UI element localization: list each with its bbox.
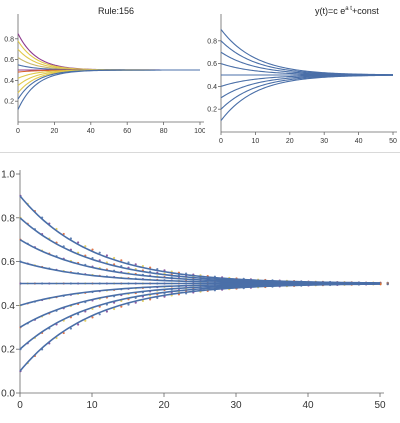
y-tick-label: 0.4	[207, 84, 217, 91]
x-tick-label: 30	[230, 400, 242, 411]
y-tick-label: 0.6	[4, 57, 14, 64]
y-tick-label: 0.8	[1, 213, 15, 224]
series-line	[19, 195, 381, 284]
data-point	[69, 237, 72, 240]
data-point	[77, 241, 80, 244]
data-point	[113, 256, 116, 260]
divider	[0, 152, 400, 153]
data-point	[120, 305, 123, 308]
y-tick-label: 0.6	[207, 61, 217, 68]
x-tick-label: 40	[87, 128, 95, 135]
series-line	[17, 69, 200, 100]
x-tick-label: 50	[389, 138, 397, 145]
series-line	[220, 74, 394, 121]
y-tick-label: 1.0	[1, 170, 15, 181]
data-point	[91, 316, 94, 319]
chart-rule-156: Rule:156 0 20 40 60 80 100 0.2 0.4 0.6 0.8	[0, 0, 206, 150]
chart-title-tail: +const	[351, 6, 379, 16]
x-tick-label: 20	[51, 128, 59, 135]
data-point	[105, 254, 108, 257]
data-point	[134, 263, 137, 266]
x-tick-label: 0	[16, 128, 20, 135]
y-tick-label: 0.8	[4, 36, 14, 43]
chart-combined-comparison-svg: 0 10 20 30 40 50 0.0 0.2 0.4 0.6 0.8 1.0	[1, 170, 389, 411]
data-point	[91, 248, 94, 251]
y-tick-label: 0.2	[1, 345, 15, 356]
x-tick-label: 100	[194, 128, 205, 135]
x-tick-label: 50	[374, 400, 386, 411]
data-point	[84, 245, 87, 248]
chart-title: Rule:156	[98, 6, 135, 16]
data-point	[105, 310, 108, 313]
x-tick-label: 10	[252, 138, 260, 145]
x-tick-label: 80	[160, 128, 168, 135]
x-tick-label: 0	[17, 400, 23, 411]
chart-title-main: y(t)=c e	[315, 6, 346, 16]
y-tick-label: 0.4	[4, 78, 14, 85]
data-point	[77, 323, 80, 326]
series-line	[220, 29, 394, 76]
x-tick-label: 20	[158, 400, 170, 411]
data-point	[141, 299, 144, 303]
data-point	[98, 251, 101, 254]
data-point	[69, 327, 72, 330]
chart-combined-comparison: 0 10 20 30 40 50 0.0 0.2 0.4 0.6 0.8 1.0	[0, 160, 400, 418]
series-line	[17, 33, 200, 71]
data-point	[386, 283, 389, 286]
data-point	[113, 307, 116, 311]
data-point	[141, 264, 144, 268]
x-tick-label: 60	[123, 128, 131, 135]
x-tick-label: 40	[355, 138, 363, 145]
x-tick-label: 40	[302, 400, 314, 411]
data-point	[127, 303, 130, 306]
data-point	[134, 301, 137, 304]
x-tick-label: 20	[286, 138, 294, 145]
y-tick-label: 0.2	[207, 107, 217, 114]
chart-title: y(t)=c ea t+const	[315, 6, 379, 16]
y-tick-label: 0.8	[207, 38, 217, 45]
chart-rule-156-svg: 0 20 40 60 80 100 0.2 0.4 0.6 0.8	[4, 14, 206, 135]
x-tick-label: 0	[219, 138, 223, 145]
y-tick-label: 0.2	[4, 99, 14, 106]
chart-exponential-fit: y(t)=c ea t+const 0 10 20 30 40 50 0.2 0.4 0.6 0.…	[205, 0, 400, 150]
chart-exponential-fit-svg: 0 10 20 30 40 50 0.2 0.4 0.6 0.8	[207, 14, 397, 145]
data-point	[120, 259, 123, 262]
data-point	[84, 319, 87, 322]
chart-title-exponent: a t	[345, 6, 352, 12]
y-tick-label: 0.4	[1, 301, 15, 312]
x-tick-label: 10	[86, 400, 98, 411]
data-point	[127, 261, 130, 264]
series-line	[17, 69, 200, 110]
x-tick-label: 30	[320, 138, 328, 145]
series-line	[19, 283, 381, 372]
y-tick-label: 0.0	[1, 389, 15, 400]
data-point	[98, 313, 101, 316]
y-tick-label: 0.6	[1, 257, 15, 268]
